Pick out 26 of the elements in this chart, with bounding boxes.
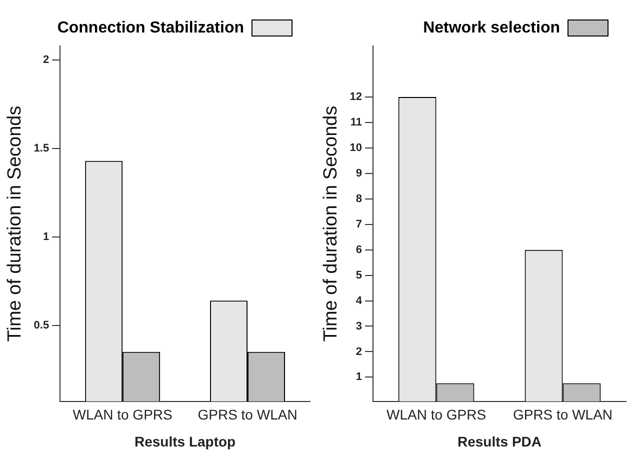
y-tick-label: 11 xyxy=(350,116,362,128)
y-tick-label: 4 xyxy=(356,294,363,307)
y-tick-label: 1.5 xyxy=(34,142,50,155)
y-tick-label: 12 xyxy=(350,90,362,103)
legend-label: Connection Stabilization xyxy=(57,19,244,36)
y-tick-label: 2 xyxy=(42,54,50,66)
x-tick-label: GPRS to WLAN xyxy=(512,406,613,423)
x-axis-title: Results Laptop xyxy=(134,433,236,450)
y-tick-label: 0.5 xyxy=(34,319,50,332)
y-tick-label: 6 xyxy=(356,244,362,256)
y-tick-label: 2 xyxy=(356,346,362,358)
legend-label: Network selection xyxy=(423,19,560,36)
y-tick-label: 7 xyxy=(356,218,362,230)
y-axis-title: Time of duration in Seconds xyxy=(320,106,342,342)
y-tick-label: 9 xyxy=(356,167,362,180)
y-axis-title: Time of duration in Seconds xyxy=(4,106,26,342)
y-tick-label: 1 xyxy=(42,230,50,243)
y-tick-label: 3 xyxy=(356,320,362,332)
y-tick-label: 1 xyxy=(356,371,362,384)
y-tick-label: 8 xyxy=(356,192,362,205)
x-tick-label: WLAN to GPRS xyxy=(386,406,486,423)
x-tick-label: WLAN to GPRS xyxy=(72,406,172,423)
y-tick-label: 10 xyxy=(350,142,362,154)
x-axis-title: Results PDA xyxy=(458,433,542,450)
y-tick-label: 5 xyxy=(356,269,362,282)
x-tick-label: GPRS to WLAN xyxy=(198,406,298,423)
